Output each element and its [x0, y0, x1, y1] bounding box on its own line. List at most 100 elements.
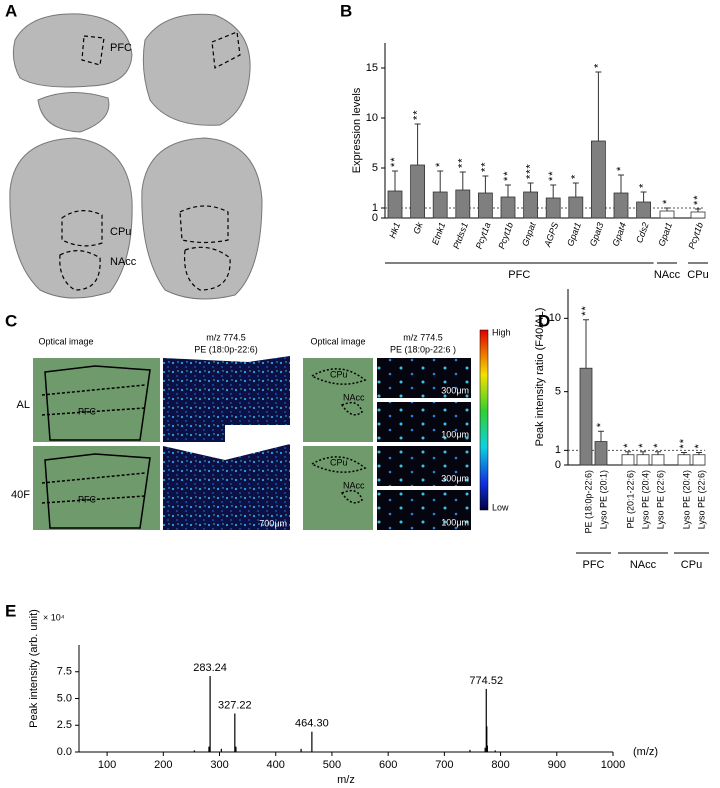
x-tick-label: Cds2	[634, 221, 651, 244]
region-label: CPu	[110, 226, 131, 238]
error-bar	[640, 191, 647, 202]
x-tick-label: 400	[267, 759, 285, 771]
bar	[545, 197, 561, 219]
bar	[613, 192, 629, 219]
bar	[621, 454, 635, 466]
significance: *	[434, 162, 446, 167]
significance: **	[547, 170, 559, 181]
scale-bar: 100μm	[441, 429, 469, 439]
significance: **	[457, 157, 469, 168]
error-bar	[618, 174, 624, 193]
group-label: PFC	[508, 269, 530, 281]
bar	[636, 454, 650, 466]
x-tick-label: Gpat1	[565, 221, 583, 247]
group-label: NAcc	[630, 559, 657, 571]
x-tick-label: 500	[323, 759, 341, 771]
x-tick-label: Ptdss1	[451, 221, 470, 250]
y-tick-label: 5	[555, 386, 561, 398]
y-tick-label: 5	[372, 162, 378, 174]
bar	[651, 454, 665, 466]
error-bar	[655, 451, 661, 455]
y-tick-label: 10	[366, 112, 378, 124]
bar	[579, 367, 593, 466]
x-tick-label: 300	[210, 759, 228, 771]
optical-images	[33, 358, 373, 530]
error-bar	[414, 123, 421, 165]
region-label: PFC	[110, 42, 132, 54]
color-scale	[479, 329, 489, 511]
region-outlines	[59, 31, 241, 291]
color-scale-label: Low	[492, 502, 509, 512]
panel-letter: B	[340, 1, 352, 20]
significance: **	[678, 438, 690, 449]
y-axis-label: Peak intensity (arb. unit)	[28, 609, 40, 728]
error-bar	[527, 182, 534, 192]
bar	[387, 190, 403, 219]
significance: **	[502, 170, 514, 181]
x-tick-label: 100	[98, 759, 116, 771]
error-bar	[640, 451, 646, 455]
error-bar	[681, 452, 687, 455]
y-axis-label: Expression levels	[351, 87, 363, 173]
y-tick-label: 0.0	[57, 746, 72, 758]
significance: **	[479, 161, 491, 172]
error-bar	[550, 184, 557, 198]
column-title: m/z 774.5	[206, 332, 246, 342]
x-tick-label: Pcyt1b	[496, 221, 515, 250]
bar	[500, 196, 516, 219]
x-tick-label: AGPS	[542, 221, 560, 249]
panel-letter: C	[5, 311, 17, 330]
x-tick-label: 600	[379, 759, 397, 771]
x-tick-label: Pcyt1b	[686, 221, 705, 250]
row-label: AL	[17, 399, 30, 411]
panel-letter: E	[5, 601, 16, 620]
bar	[410, 164, 426, 219]
x-tick-label: Gpat1	[656, 221, 674, 247]
y-tick-label: 2.5	[57, 719, 72, 731]
scale-bar: 100μm	[441, 517, 469, 527]
column-title: m/z 774.5	[403, 332, 443, 342]
row-label: 40F	[11, 489, 30, 501]
x-tick-label: 200	[154, 759, 172, 771]
error-bar	[505, 184, 511, 197]
error-bar	[625, 451, 631, 455]
significance: **	[389, 156, 401, 167]
region-outlines	[41, 365, 367, 529]
x-tick-label: Etnk1	[430, 221, 447, 246]
peak-label: 774.52	[469, 675, 503, 687]
significance: **	[580, 305, 592, 316]
x-tick-label: Lyso PE (20:1)	[598, 470, 608, 529]
x-tick-label: Lyso PE (20:4)	[640, 470, 650, 529]
error-bar	[583, 319, 589, 369]
significance: *	[570, 174, 582, 179]
bar	[636, 201, 651, 219]
significance: *	[661, 199, 673, 204]
region-label: PFC	[78, 406, 97, 416]
y-tick-label: 0	[372, 212, 378, 224]
bar	[432, 191, 448, 219]
significance: *	[637, 443, 649, 448]
peak-label: 283.24	[193, 662, 227, 674]
y-tick-label: 1	[555, 444, 561, 456]
region-label: CPu	[330, 457, 348, 467]
column-title: Optical image	[38, 336, 93, 346]
brain-sections	[9, 13, 263, 300]
significance: *	[693, 443, 705, 448]
significance: *	[622, 443, 634, 448]
peak-label: 327.22	[218, 699, 252, 711]
x-tick-label: Gnpat	[520, 221, 538, 248]
x-tick-label: PE (18:0p-22:6)	[583, 470, 593, 534]
significance: **	[692, 194, 704, 205]
bar	[677, 454, 691, 466]
error-bar	[572, 182, 579, 197]
ms-images	[163, 356, 471, 530]
error-bar	[437, 170, 444, 192]
column-title: PE (18:0p-22:6)	[194, 344, 258, 354]
group-label: CPu	[687, 269, 708, 281]
y-tick-label: 0	[555, 459, 561, 471]
panel-letter: A	[5, 1, 17, 20]
significance: *	[615, 166, 627, 171]
y-tick-label: 5.0	[57, 692, 72, 704]
error-bar	[392, 170, 398, 191]
bar	[591, 140, 606, 219]
